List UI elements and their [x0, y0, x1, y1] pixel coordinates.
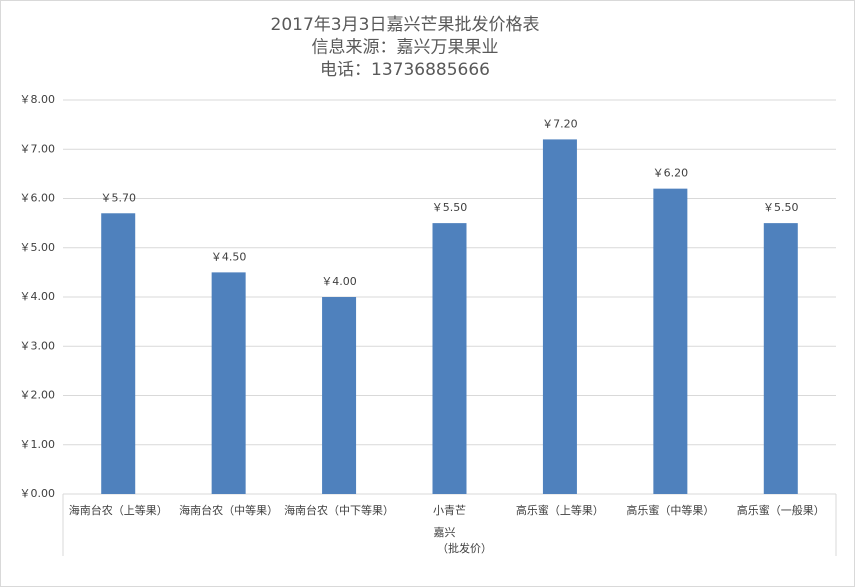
group-label: 嘉兴 — [434, 525, 456, 539]
chart-title: 电话：13736885666 — [320, 60, 490, 80]
y-tick-label: ￥2.00 — [20, 389, 56, 402]
x-tick-label: 海南台农（中下等果） — [284, 503, 394, 517]
chart-title: 2017年3月3日嘉兴芒果批发价格表 — [271, 15, 540, 35]
data-label: ￥4.00 — [321, 275, 357, 288]
y-tick-label: ￥7.00 — [20, 142, 56, 155]
y-tick-label: ￥5.00 — [20, 241, 56, 254]
x-tick-label: 海南台农（上等果） — [69, 503, 168, 517]
x-tick-label: 高乐蜜（一般果） — [737, 503, 825, 517]
y-tick-label: ￥4.00 — [20, 290, 56, 303]
bar — [211, 272, 246, 494]
x-tick-label: 海南台农（中等果） — [179, 503, 278, 517]
bar — [653, 188, 688, 494]
bar — [322, 297, 357, 494]
bar — [432, 223, 467, 494]
chart-title: 信息来源：嘉兴万果果业 — [312, 38, 499, 58]
bar — [763, 223, 798, 494]
y-tick-label: ￥1.00 — [20, 438, 56, 451]
x-tick-label: 小青芒 — [433, 504, 466, 517]
bar — [542, 139, 577, 494]
data-label: ￥5.50 — [763, 201, 799, 214]
y-tick-label: ￥3.00 — [20, 339, 56, 352]
y-tick-label: ￥0.00 — [20, 487, 56, 500]
y-tick-label: ￥8.00 — [20, 93, 56, 106]
x-tick-label: 高乐蜜（中等果） — [626, 503, 714, 517]
data-label: ￥7.20 — [542, 117, 578, 130]
x-tick-label: 高乐蜜（上等果） — [516, 503, 604, 517]
y-tick-label: ￥6.00 — [20, 192, 56, 205]
bar — [101, 213, 136, 494]
group-label: （批发价） — [437, 541, 492, 555]
data-label: ￥5.50 — [432, 201, 468, 214]
data-label: ￥5.70 — [100, 191, 136, 204]
data-label: ￥6.20 — [653, 167, 689, 180]
data-label: ￥4.50 — [211, 250, 247, 263]
